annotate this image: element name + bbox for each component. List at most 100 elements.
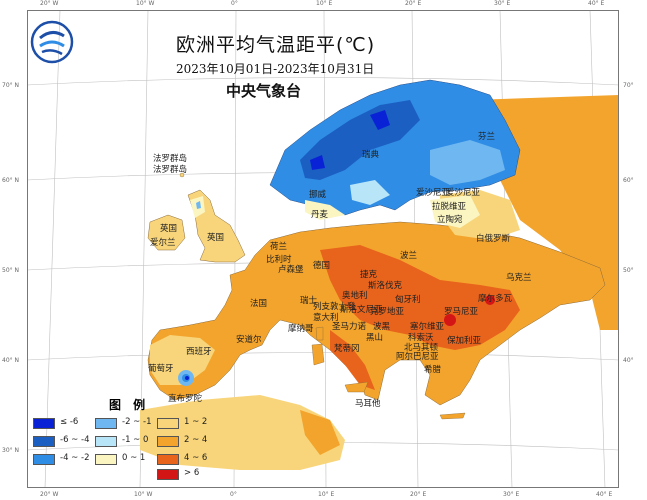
region-label: 芬兰 (478, 132, 496, 142)
legend-item: 4 ~ 6 (157, 453, 297, 466)
cma-logo-icon (30, 20, 74, 64)
legend-label: 4 ~ 6 (184, 453, 208, 463)
region-label: 圣马力诺 (332, 322, 367, 332)
region-label: 比利时 (266, 255, 292, 265)
region-label: 科索沃 (408, 333, 434, 343)
region-label: 荷兰 (270, 242, 288, 252)
legend-item: 0 ~ 1 (95, 453, 235, 466)
region-label: 瑞典 (362, 150, 380, 160)
legend-swatch (95, 454, 117, 465)
legend-label: -2 ~ -1 (122, 417, 152, 427)
legend-item: -4 ~ -2 (33, 453, 173, 466)
tick-bottom: 10° W (134, 491, 153, 498)
region-label: 意大利 (313, 313, 339, 323)
legend-item: > 6 (157, 468, 297, 481)
region-label: 卢森堡 (278, 265, 304, 275)
legend-item: -6 ~ -4 (33, 435, 173, 448)
legend-item: -1 ~ 0 (95, 435, 235, 448)
legend-label: 2 ~ 4 (184, 435, 208, 445)
region-label: 北马其顿 (404, 343, 439, 353)
region-label: 捷克 (360, 270, 378, 280)
legend-item: 2 ~ 4 (157, 435, 297, 448)
tick-left: 40° N (2, 357, 20, 364)
tick-right: 40° (623, 357, 634, 364)
region-label: 立陶宛 (437, 215, 463, 225)
region-label: 乌克兰 (506, 273, 532, 283)
iberia-pale (150, 335, 215, 385)
legend-item: ≤ -6 (33, 417, 173, 430)
date-range: 2023年10月01日-2023年10月31日 (176, 62, 375, 76)
region-label: 法罗群岛 (153, 154, 188, 164)
region-label: 法国 (250, 299, 268, 309)
warm-core (320, 245, 520, 350)
legend-swatch (157, 454, 179, 465)
warm-italy (330, 330, 375, 390)
legend-label: -4 ~ -2 (60, 453, 90, 463)
region-label: 葡萄牙 (148, 364, 174, 374)
region-label: 德国 (313, 261, 331, 271)
region-label: 摩纳哥 (288, 324, 314, 334)
tick-top: 10° W (136, 0, 155, 7)
region-label: 克罗地亚 (370, 307, 405, 317)
tick-bottom: 20° W (40, 491, 59, 498)
region-label: 黑山 (366, 333, 384, 343)
tick-right: 60° (623, 177, 634, 184)
legend-swatch (33, 436, 55, 447)
agency-name: 中央气象台 (226, 82, 302, 100)
legend-title: 图 例 (109, 398, 150, 412)
region-label: 斯洛伐克 (368, 281, 403, 291)
tick-bottom: 30° E (503, 491, 520, 498)
legend-swatch (33, 454, 55, 465)
region-label: 安道尔 (236, 335, 262, 345)
ireland (147, 214, 186, 251)
region-label: 白俄罗斯 (476, 234, 511, 244)
tick-top: 0° (231, 0, 238, 7)
region-label: 摩尔多瓦 (478, 294, 513, 304)
legend-item: -2 ~ -1 (95, 417, 235, 430)
tick-bottom: 40° E (596, 491, 613, 498)
corsica (315, 326, 324, 341)
region-label: 梵蒂冈 (334, 344, 360, 354)
legend-item: 1 ~ 2 (157, 417, 297, 430)
legend-swatch (95, 418, 117, 429)
map-title: 欧洲平均气温距平(℃) (176, 34, 376, 56)
tick-top: 10° E (316, 0, 333, 7)
tick-top: 40° E (588, 0, 605, 7)
region-label: 丹麦 (311, 210, 329, 220)
tick-left: 60° N (2, 177, 20, 184)
legend-label: > 6 (184, 468, 200, 478)
legend-label: -6 ~ -4 (60, 435, 90, 445)
region-label: 拉脱维亚 (432, 202, 467, 212)
region-label: 保加利亚 (447, 336, 482, 346)
legend-label: ≤ -6 (60, 417, 79, 427)
region-label: 爱沙尼亚 (416, 188, 451, 198)
region-label: 列支敦士登 (313, 302, 356, 312)
legend-swatch (95, 436, 117, 447)
region-label: 波黑 (373, 322, 391, 332)
region-label: 奥地利 (342, 291, 368, 301)
legend-swatch (33, 418, 55, 429)
legend-swatch (157, 469, 179, 480)
region-label: 西班牙 (186, 347, 212, 357)
legend-swatch (157, 436, 179, 447)
region-label: 斯洛文尼亚 (340, 305, 383, 315)
region-label: 瑞士 (300, 296, 318, 306)
tick-left: 50° N (2, 267, 20, 274)
tick-bottom: 10° E (318, 491, 335, 498)
region-label: 直布罗陀 (168, 394, 203, 404)
faroe-islands (179, 172, 185, 178)
tick-right: 70° (623, 82, 634, 89)
tick-right: 50° (623, 267, 634, 274)
tick-left: 30° N (2, 447, 20, 454)
tick-top: 30° E (494, 0, 511, 7)
region-label: 爱沙尼亚 (446, 188, 481, 198)
region-label: 爱尔兰 (150, 238, 176, 248)
map-frame (27, 10, 619, 488)
tick-bottom: 20° E (410, 491, 427, 498)
crete (439, 412, 466, 420)
sicily (344, 381, 369, 393)
sardinia (311, 343, 325, 366)
region-label: 挪威 (309, 190, 327, 200)
region-label: 匈牙利 (395, 295, 421, 305)
region-label: 英国 (207, 233, 225, 243)
